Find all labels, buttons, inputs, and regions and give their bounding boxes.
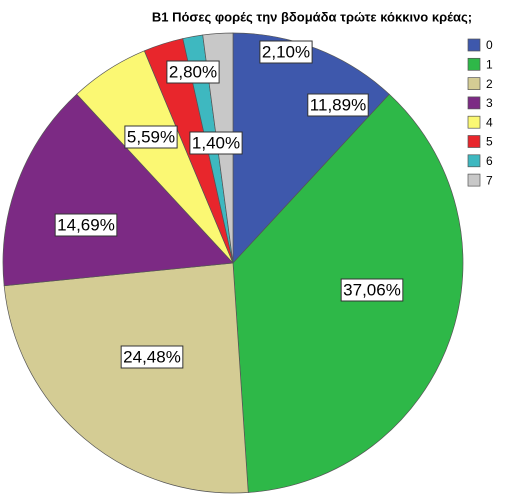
pie-slice [3,262,249,494]
value-label-box [166,60,220,84]
value-label: 2,10% [262,42,310,61]
value-label: 24,48% [123,347,181,366]
legend-label: 3 [486,96,493,110]
legend-swatch [467,96,481,110]
legend-label: 7 [486,173,493,187]
value-label-box [120,345,184,369]
legend-label: 6 [486,154,493,168]
value-label: 37,06% [343,280,401,299]
legend-swatch [467,154,481,168]
legend-label: 2 [486,77,493,91]
legend-swatch [467,115,481,129]
legend-swatch [467,173,481,187]
legend-label: 5 [486,135,493,149]
value-label: 1,40% [192,133,240,152]
value-label-box [307,93,369,117]
legend-label: 0 [486,38,493,52]
value-label-box [340,278,404,302]
legend-swatch [467,57,481,71]
legend-swatch [467,38,481,52]
legend-swatch [467,135,481,148]
chart-title: B1 Πόσες φορές την βδομάδα τρώτε κόκκινο… [152,9,472,24]
pie-slice [232,32,390,264]
pie-slice [2,93,234,287]
value-label-box [124,125,178,149]
value-label: 11,89% [310,95,366,114]
value-label: 14,69% [57,215,115,234]
value-label-box [189,131,243,155]
legend-swatch [467,77,481,90]
legend-label: 1 [486,57,493,71]
value-label-box [259,40,313,64]
value-label: 5,59% [127,127,175,146]
value-label: 2,80% [169,62,217,81]
legend-label: 4 [486,115,493,129]
value-label-box [54,213,118,237]
